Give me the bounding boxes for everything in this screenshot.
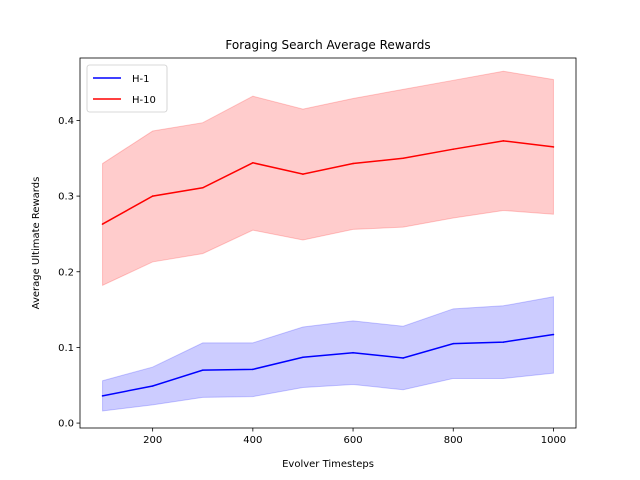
x-axis-label: Evolver Timesteps: [282, 459, 374, 470]
point-h-1: [352, 351, 354, 354]
line-h-10: [102, 140, 554, 225]
x-tick-label: 1000: [541, 435, 566, 446]
point-h-10: [151, 195, 154, 197]
y-axis-label: Average Ultimate Rewards: [31, 177, 42, 310]
y-tick-label: 0.0: [58, 419, 74, 430]
point-h-10: [402, 157, 404, 160]
point-h-1: [201, 369, 204, 371]
confidence-bands: [102, 70, 554, 412]
chart-title: Foraging Search Average Rewards: [225, 38, 430, 52]
point-h-10: [502, 140, 505, 142]
legend: H-1 H-10: [86, 64, 168, 113]
point-h-10: [302, 173, 304, 175]
point-h-1: [502, 341, 505, 343]
point-h-1: [151, 385, 154, 387]
plot-frame: [79, 57, 577, 429]
x-tick-label: 200: [143, 435, 162, 446]
y-tick-label: 0.2: [58, 267, 74, 278]
point-h-10: [452, 148, 455, 150]
y-tick-label: 0.1: [58, 343, 74, 354]
legend-label-h-10: H-10: [132, 95, 156, 106]
point-h-10: [101, 223, 104, 225]
y-tick-label: 0.4: [58, 116, 74, 127]
point-h-10: [252, 162, 254, 164]
point-h-1: [552, 333, 555, 336]
legend-label-h-1: H-1: [132, 74, 150, 85]
legend-box: [86, 64, 168, 113]
x-tick-label: 600: [344, 435, 363, 446]
y-tick-label: 0.3: [58, 192, 74, 203]
point-h-1: [252, 368, 254, 371]
x-axis-ticks: 200 400 600 800 1000: [143, 428, 566, 446]
band-h-1: [102, 296, 554, 412]
series-lines: [101, 140, 555, 397]
point-h-1: [452, 342, 455, 345]
point-h-1: [101, 395, 104, 397]
point-h-10: [352, 162, 354, 165]
y-axis-ticks: 0.0 0.1 0.2 0.3 0.4: [58, 116, 80, 430]
point-h-10: [201, 186, 204, 189]
point-h-1: [402, 357, 404, 359]
band-h-10: [102, 70, 554, 287]
x-tick-label: 400: [243, 435, 262, 446]
x-tick-label: 800: [444, 435, 463, 446]
point-h-10: [552, 146, 555, 148]
line-h-1: [102, 333, 554, 397]
point-h-1: [302, 356, 304, 359]
